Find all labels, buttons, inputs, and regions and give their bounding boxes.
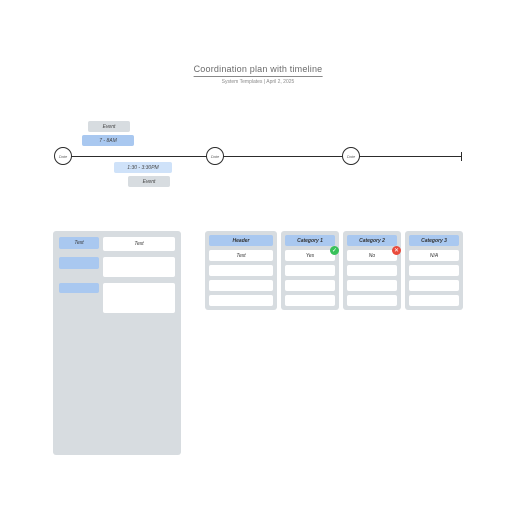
left-panel-value — [103, 257, 175, 277]
table-header: Category 3 — [409, 235, 459, 246]
timeline-end-tick — [461, 152, 462, 161]
table-area: HeaderTextCategory 1Yes✓Category 2No✕Cat… — [205, 231, 463, 310]
table-column: Header Text — [205, 231, 277, 310]
timeline-line — [58, 156, 462, 157]
title-block: Coordination plan with timeline System T… — [194, 64, 323, 85]
table-cell — [285, 265, 335, 276]
table-header: Category 1 — [285, 235, 335, 246]
table-cell — [347, 280, 397, 291]
table-cell — [347, 295, 397, 306]
table-cell — [409, 280, 459, 291]
left-panel-label: Text — [59, 237, 99, 249]
table-cell: N/A — [409, 250, 459, 261]
left-panel-row — [59, 257, 175, 277]
left-panel-row: Text Text — [59, 237, 175, 251]
table-cell — [409, 265, 459, 276]
timeline-event: 7 - 8AM — [82, 135, 134, 146]
close-icon: ✕ — [392, 246, 401, 255]
left-panel-value — [103, 283, 175, 313]
table-header: Header — [209, 235, 273, 246]
table-column: Category 1 Yes✓ — [281, 231, 339, 310]
left-panel: Text Text — [53, 231, 181, 455]
left-panel-label — [59, 257, 99, 269]
page-title: Coordination plan with timeline — [194, 64, 323, 77]
timeline-event: 1:30 - 3:30PM — [114, 162, 172, 173]
table-header: Category 2 — [347, 235, 397, 246]
table-cell: Yes✓ — [285, 250, 335, 261]
table-cell — [209, 295, 273, 306]
table-cell — [347, 265, 397, 276]
table-column: Category 3 N/A — [405, 231, 463, 310]
page-subtitle: System Templates | April 2, 2025 — [194, 79, 323, 85]
table-cell — [409, 295, 459, 306]
timeline-node: Date — [342, 147, 360, 165]
check-icon: ✓ — [330, 246, 339, 255]
table-cell — [285, 280, 335, 291]
table-cell: Text — [209, 250, 273, 261]
table-cell — [209, 280, 273, 291]
timeline-event: Event — [128, 176, 170, 187]
timeline-node: Date — [54, 147, 72, 165]
left-panel-row — [59, 283, 175, 313]
timeline-event: Event — [88, 121, 130, 132]
left-panel-label — [59, 283, 99, 293]
timeline-node: Date — [206, 147, 224, 165]
table-cell — [285, 295, 335, 306]
table-cell: No✕ — [347, 250, 397, 261]
table-cell — [209, 265, 273, 276]
left-panel-value: Text — [103, 237, 175, 251]
table-column: Category 2 No✕ — [343, 231, 401, 310]
